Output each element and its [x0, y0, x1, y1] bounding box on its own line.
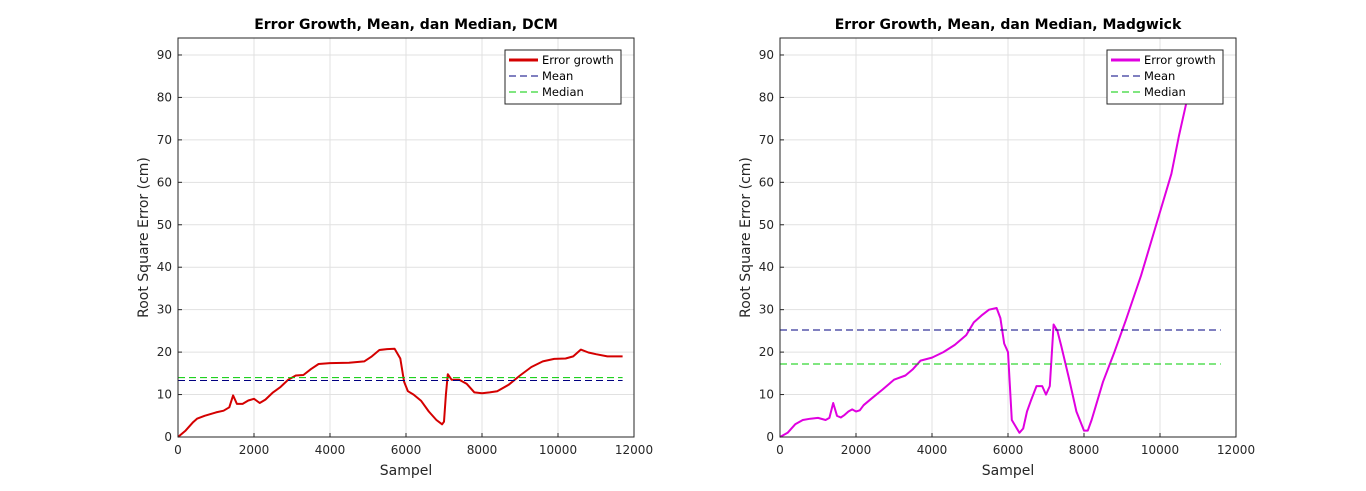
y-axis-label: Root Square Error (cm): [136, 157, 152, 318]
legend-entry-median: Median: [542, 85, 584, 99]
x-tick-label: 0: [174, 443, 182, 457]
y-tick-label: 10: [157, 388, 172, 402]
x-tick-label: 8000: [1069, 443, 1100, 457]
chart-title: Error Growth, Mean, dan Median, Madgwick: [835, 17, 1182, 33]
y-tick-label: 60: [759, 175, 774, 189]
y-tick-label: 0: [164, 430, 172, 444]
y-tick-label: 90: [759, 48, 774, 62]
x-tick-label: 6000: [993, 443, 1024, 457]
y-tick-label: 60: [157, 175, 172, 189]
x-tick-label: 10000: [1141, 443, 1179, 457]
legend-entry-median: Median: [1144, 85, 1186, 99]
x-tick-label: 8000: [467, 443, 498, 457]
legend-entry-error-growth: Error growth: [1144, 53, 1216, 67]
series-line-error-growth: [177, 347, 623, 438]
y-tick-label: 30: [157, 303, 172, 317]
chart-madgwick: 0 2000 4000 6000 8000 10000 12000 0 10 20 30 40 50 60…: [738, 17, 1255, 479]
chart-title: Error Growth, Mean, dan Median, DCM: [254, 17, 558, 33]
x-axis-label: Sampel: [380, 463, 433, 479]
x-axis-label: Sampel: [982, 463, 1035, 479]
y-tick-label: 50: [759, 218, 774, 232]
legend-entry-mean: Mean: [1144, 69, 1175, 83]
y-tick-label: 70: [157, 133, 172, 147]
y-tick-label: 50: [157, 218, 172, 232]
y-tick-label: 40: [157, 260, 172, 274]
x-tick-label: 6000: [391, 443, 422, 457]
x-tick-label: 10000: [539, 443, 577, 457]
y-axis-label: Root Square Error (cm): [738, 157, 754, 318]
y-tick-label: 20: [157, 345, 172, 359]
y-tick-label: 0: [766, 430, 774, 444]
x-tick-label: 2000: [841, 443, 872, 457]
y-tick-label: 20: [759, 345, 774, 359]
y-tick-label: 90: [157, 48, 172, 62]
x-tick-label: 4000: [917, 443, 948, 457]
series-line-error-growth: [779, 58, 1221, 438]
x-tick-label: 2000: [239, 443, 270, 457]
chart-dcm: 0 2000 4000 6000 8000 10000 12000 0 10 20 30 40 50 60…: [136, 17, 653, 479]
x-tick-label: 12000: [615, 443, 653, 457]
y-tick-label: 80: [157, 90, 172, 104]
legend-entry-error-growth: Error growth: [542, 53, 614, 67]
x-tick-label: 0: [776, 443, 784, 457]
x-tick-label: 4000: [315, 443, 346, 457]
y-tick-label: 10: [759, 388, 774, 402]
y-tick-label: 40: [759, 260, 774, 274]
y-tick-label: 80: [759, 90, 774, 104]
y-tick-label: 70: [759, 133, 774, 147]
legend-entry-mean: Mean: [542, 69, 573, 83]
y-tick-label: 30: [759, 303, 774, 317]
x-tick-label: 12000: [1217, 443, 1255, 457]
